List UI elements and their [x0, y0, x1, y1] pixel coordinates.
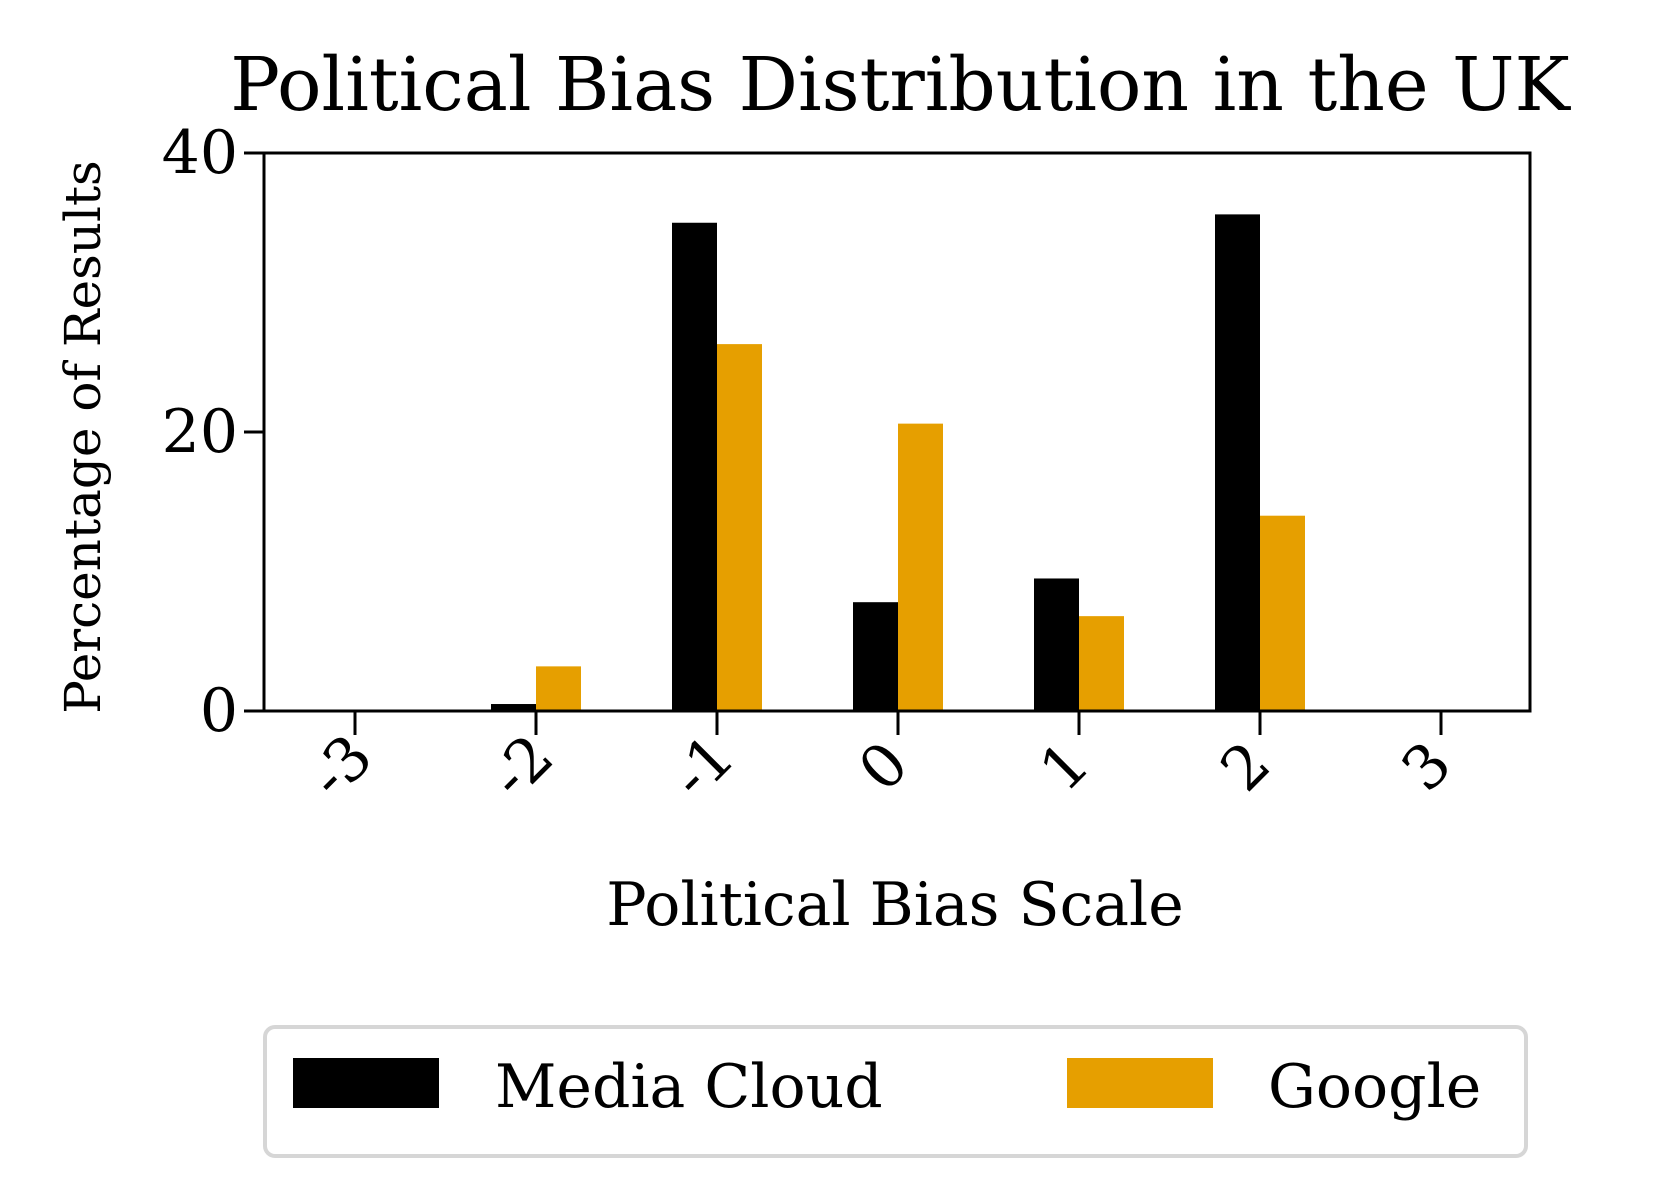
- legend-swatch-google: [1067, 1058, 1213, 1108]
- legend-label-google: Google: [1268, 1052, 1481, 1122]
- y-axis-label: Percentage of Results: [54, 160, 112, 713]
- chart-title: Political Bias Distribution in the UK: [230, 42, 1571, 128]
- bar-google-1: [1079, 616, 1124, 711]
- bar-media-cloud-2: [1215, 214, 1260, 711]
- plot-area: 0 20 40 -3 -2 -1 0 1 2 3: [162, 118, 1532, 812]
- bar-google-0: [898, 423, 943, 711]
- legend-swatch-media-cloud: [293, 1058, 439, 1108]
- bar-google-2: [1260, 515, 1305, 711]
- bar-media-cloud--1: [672, 222, 717, 711]
- x-tick-label--3: -3: [295, 721, 386, 812]
- x-tick-label-1: 1: [1027, 729, 1104, 806]
- bar-media-cloud--2: [491, 704, 536, 711]
- y-tick-label-40: 40: [162, 118, 238, 188]
- legend-label-media-cloud: Media Cloud: [495, 1052, 883, 1122]
- x-tick-label-2: 2: [1208, 729, 1285, 806]
- x-tick-label--1: -1: [657, 721, 748, 812]
- x-tick-label--2: -2: [476, 721, 567, 812]
- bar-google--1: [717, 344, 762, 711]
- x-axis-label: Political Bias Scale: [606, 870, 1183, 940]
- bar-google--2: [536, 666, 581, 711]
- y-tick-label-0: 0: [200, 676, 238, 746]
- x-tick-label-3: 3: [1389, 729, 1466, 806]
- bar-media-cloud-0: [853, 602, 898, 711]
- y-tick-label-20: 20: [162, 397, 238, 467]
- legend: Media Cloud Google: [263, 1025, 1528, 1158]
- x-tick-label-0: 0: [846, 729, 923, 806]
- bar-media-cloud-1: [1034, 578, 1079, 711]
